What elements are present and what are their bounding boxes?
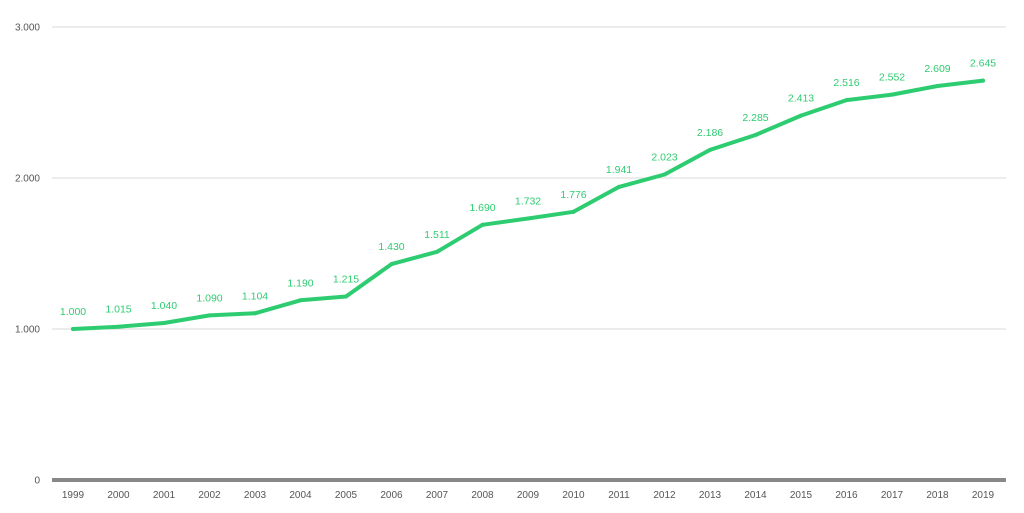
data-label: 1.776 (560, 189, 586, 201)
data-point (253, 311, 257, 316)
data-point (844, 98, 849, 103)
data-label: 1.000 (60, 306, 86, 318)
x-tick-label: 2001 (153, 490, 176, 501)
x-tick-label: 2018 (926, 490, 949, 501)
data-label: 1.215 (333, 274, 359, 286)
data-label: 1.104 (242, 290, 268, 302)
data-point (207, 313, 212, 318)
gridlines (52, 26, 1006, 482)
data-label: 2.413 (788, 93, 814, 105)
data-point (389, 262, 394, 267)
x-tick-label: 2010 (562, 490, 585, 501)
data-label: 1.511 (424, 229, 450, 241)
data-point (708, 147, 712, 152)
data-label: 2.609 (924, 63, 950, 75)
x-tick-label: 2013 (699, 490, 722, 501)
x-tick-label: 2007 (426, 490, 449, 501)
x-tick-label: 2016 (835, 490, 858, 501)
x-tick-label: 2000 (107, 490, 130, 501)
data-label: 1.732 (515, 195, 541, 207)
x-axis: 1999 2000 2001 2002 2003 2004 2005 2006 2007 2008… (62, 490, 995, 501)
data-point (344, 294, 348, 299)
data-point (981, 78, 985, 83)
x-tick-label: 2019 (972, 490, 995, 501)
data-point (162, 320, 166, 325)
x-tick-label: 2004 (289, 490, 312, 501)
x-tick-label: 2014 (744, 490, 767, 501)
data-point (480, 222, 485, 227)
y-axis: 0 1.000 2.000 3.000 (15, 23, 40, 487)
data-label: 1.015 (105, 304, 131, 316)
y-tick-label: 1.000 (15, 325, 40, 336)
y-tick-label: 3.000 (15, 23, 40, 34)
data-point (890, 92, 894, 97)
x-tick-label: 2011 (608, 490, 630, 501)
data-point (799, 113, 803, 118)
x-tick-label: 2015 (790, 490, 813, 501)
data-point (116, 324, 121, 329)
data-label: 2.285 (742, 112, 768, 124)
data-point (71, 327, 75, 331)
data-label: 2.023 (651, 152, 677, 164)
data-label: 1.690 (469, 202, 495, 214)
x-tick-label: 1999 (62, 490, 85, 501)
y-tick-label: 2.000 (15, 174, 40, 185)
x-tick-label: 2012 (653, 490, 676, 501)
data-label: 1.190 (287, 277, 313, 289)
data-point (935, 84, 940, 89)
data-label: 2.552 (879, 72, 905, 84)
data-point (526, 216, 530, 221)
x-tick-label: 2017 (881, 490, 904, 501)
data-label: 2.516 (833, 77, 859, 89)
x-tick-label: 2008 (471, 490, 494, 501)
data-labels: 1.000 1.015 1.040 1.090 1.104 1.190 1.215 1.430… (60, 58, 996, 318)
x-tick-label: 2003 (244, 490, 267, 501)
data-point (571, 209, 576, 214)
x-tick-label: 2005 (335, 490, 358, 501)
data-label: 1.040 (151, 300, 177, 312)
data-point (298, 298, 303, 303)
data-label: 2.645 (970, 58, 996, 70)
y-tick-label: 0 (34, 476, 40, 487)
x-tick-label: 2002 (198, 490, 221, 501)
data-point (662, 172, 667, 177)
data-label: 2.186 (697, 127, 723, 139)
data-point (617, 184, 621, 189)
x-tick-label: 2006 (380, 490, 403, 501)
data-label: 1.941 (606, 164, 632, 176)
data-label: 1.430 (378, 241, 404, 253)
data-label: 1.090 (196, 292, 222, 304)
data-point (753, 132, 758, 137)
x-tick-label: 2009 (517, 490, 540, 501)
series-line-layer (71, 78, 985, 331)
data-point (435, 249, 439, 254)
